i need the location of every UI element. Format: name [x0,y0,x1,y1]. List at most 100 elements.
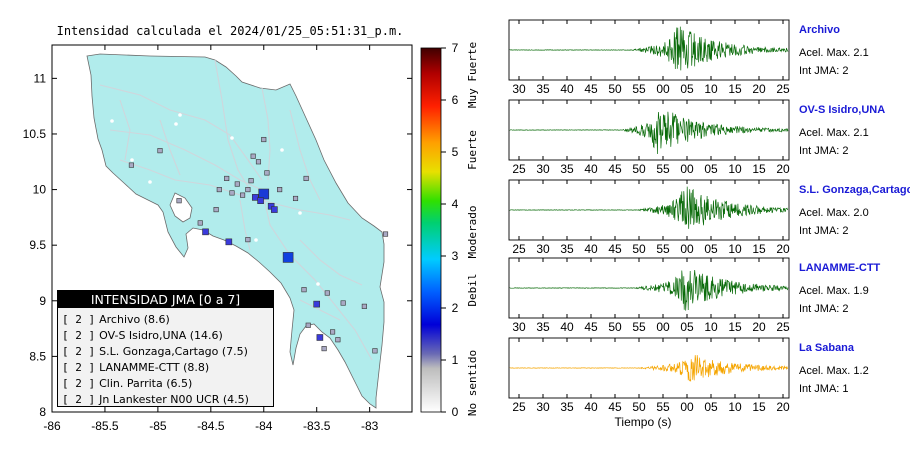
costa-rica-landmass [86,53,385,409]
trace-int-jma: Int JMA: 1 [799,383,849,395]
trace-frame [508,19,790,81]
waveform-trace-panel: 25 30 35 40 45 50 55 00 05 10 15 20 OV-S Isidro,UNA A… [508,99,885,176]
trace-tick-label: 50 [632,400,646,414]
trace-tick-label: 25 [512,242,526,256]
trace-tick-label: 40 [584,242,598,256]
station-point [324,290,330,296]
trace-station-name: LANAMME-CTT [799,262,881,274]
trace-tick-label: 30 [512,82,526,96]
trace-tick-label: 35 [560,162,574,176]
map-y-axis: 8 8.5 9 9.5 10 10.5 11 [23,71,412,419]
legend-item: [ 2 ] Jn Lankester N00 UCR (4.5) [62,392,273,408]
trace-tick-label: 10 [704,320,718,334]
trace-tick-label: 10 [704,82,718,96]
station-point [282,252,294,263]
station-markers [128,136,389,354]
trace-station-name: OV-S Isidro,UNA [799,104,885,116]
trace-tick-label: 20 [776,400,790,414]
label-moderado: Moderado [466,206,479,259]
trace-tick-label: 20 [752,82,766,96]
trace-tick-label: 10 [728,400,742,414]
station-point [240,192,246,198]
station-point [257,197,264,204]
trace-tick-label: 05 [680,82,694,96]
waveform-xlabel: Tiempo (s) [615,415,672,429]
trace-tick-label: 05 [704,400,718,414]
waveform-trace-panel: 30 35 40 45 50 55 00 05 10 15 20 25 LANAMME-CTT Acel.… [508,257,881,334]
trace-station-name: La Sabana [799,342,855,354]
station-point [305,322,311,328]
station-point [202,228,209,236]
station-point [251,194,259,201]
colorbar-tick-label: 2 [452,301,459,315]
trace-tick-label: 30 [536,400,550,414]
trace-tick-label: 35 [536,82,550,96]
trace-tick-label: 55 [632,82,646,96]
map-x-axis: -86 -85.5 -85 -84.5 -84 -83.5 -83 [43,45,379,433]
city-markers [110,113,320,286]
waveform-line [509,111,789,155]
legend-item-name: LANAMME-CTT (8.8) [99,361,210,374]
trace-tick-label: 30 [536,162,550,176]
station-point [340,300,346,306]
station-point [301,287,307,293]
station-point [361,303,367,309]
station-point [245,237,251,243]
trace-tick-label: 15 [728,320,742,334]
trace-tick-label: 55 [656,242,670,256]
trace-accel-max: Acel. Max. 1.2 [799,365,869,377]
station-point [157,148,163,154]
label-fuerte: Fuerte [466,130,479,170]
colorbar-ticks: 0 1 2 3 4 5 6 7 [441,41,459,419]
trace-station-name: Archivo [799,24,840,36]
y-tick-label: 9 [39,294,46,308]
trace-tick-label: 35 [560,400,574,414]
station-point [224,175,230,182]
trace-tick-label: 45 [608,162,622,176]
trace-tick-label: 30 [512,320,526,334]
y-tick-label: 8 [39,405,46,419]
trace-tick-label: 55 [656,162,670,176]
legend-item-name: Jn Lankester N00 UCR (4.5) [99,393,249,406]
waveform-trace-panel: 25 30 35 40 45 50 55 00 05 10 15 20 La Sabana Acel. M… [508,337,869,414]
intensity-colorbar [420,47,442,413]
station-point [264,170,270,176]
station-point [213,207,219,213]
x-tick-label: -84 [255,419,273,433]
colorbar-tick-label: 1 [452,353,459,367]
waveform-line [509,269,789,311]
label-debil: Debil [466,273,479,306]
legend-title: INTENSIDAD JMA [0 a 7] [58,291,273,308]
trace-tick-label: 25 [776,82,790,96]
station-point [313,300,321,308]
legend-item-name: Archivo (8.6) [99,313,170,326]
waveform-line [509,186,789,229]
y-tick-label: 11 [34,71,47,85]
legend-item: [ 2 ] OV-S Isidro,UNA (14.6) [62,328,273,344]
trace-tick-label: 50 [608,82,622,96]
legend-list: [ 2 ] Archivo (8.6)[ 2 ] OV-S Isidro,UNA (… [62,312,273,408]
intensity-legend: INTENSIDAD JMA [0 a 7] [ 2 ] Archivo (8.6… [57,290,274,407]
trace-tick-label: 25 [776,320,790,334]
trace-tick-label: 35 [536,320,550,334]
station-point [234,181,240,187]
trace-tick-label: 00 [680,162,694,176]
station-point [316,334,324,341]
colorbar-tick-label: 3 [452,249,459,263]
station-point [277,187,283,193]
station-point [255,159,262,165]
legend-item-level: [ 2 ] [62,313,96,326]
y-tick-label: 10 [33,183,47,197]
station-point [292,195,299,202]
gulf-of-nicoya [169,192,193,223]
trace-tick-label: 05 [704,162,718,176]
trace-tick-label: 05 [704,242,718,256]
trace-tick-label: 40 [560,320,574,334]
trace-tick-label: 50 [632,242,646,256]
trace-tick-label: 55 [632,320,646,334]
station-point [321,346,327,352]
legend-item-level: [ 2 ] [62,361,96,374]
legend-item-level: [ 2 ] [62,345,96,358]
y-tick-label: 9.5 [29,238,46,252]
x-tick-label: -83 [361,419,379,433]
